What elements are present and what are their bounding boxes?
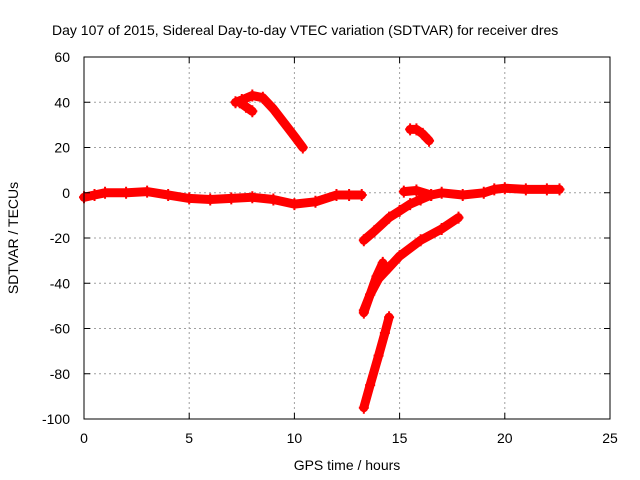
data-point <box>234 96 245 109</box>
data-point <box>453 211 464 224</box>
data-point <box>384 311 395 324</box>
y-tick-label: -20 <box>50 230 70 246</box>
x-tick-label: 10 <box>287 430 303 446</box>
y-tick-label: -60 <box>50 321 70 337</box>
data-point <box>247 191 258 204</box>
data-point <box>89 189 100 202</box>
chart-title: Day 107 of 2015, Sidereal Day-to-day VTE… <box>52 22 558 38</box>
x-tick-label: 0 <box>80 430 88 446</box>
y-tick-label: -40 <box>50 275 70 291</box>
data-point <box>358 306 369 319</box>
series-arc-5-mid-high <box>405 124 434 146</box>
y-tick-label: 20 <box>54 140 70 156</box>
data-point <box>457 189 468 202</box>
data-point <box>100 186 111 199</box>
data-point <box>331 189 342 202</box>
tick-labels-layer: 0 5 10 15 20 25 -100 -80 -60 -40 -20 0 20 40 60 <box>42 49 618 446</box>
series-arc-8-steep-short <box>359 258 388 318</box>
y-tick-label: -80 <box>50 366 70 382</box>
data-point <box>247 105 258 118</box>
data-point <box>344 189 355 202</box>
x-tick-label: 25 <box>602 430 618 446</box>
data-point <box>411 184 422 197</box>
data-point <box>384 261 395 274</box>
data-point <box>365 288 376 301</box>
data-point <box>411 123 422 136</box>
grid-layer <box>84 57 610 419</box>
data-point <box>499 182 510 195</box>
data-point <box>371 270 382 283</box>
data-point <box>424 134 435 147</box>
y-tick-label: 0 <box>62 185 70 201</box>
data-point <box>163 189 174 202</box>
data-point <box>142 185 153 198</box>
data-point <box>356 189 367 202</box>
data-point <box>358 234 369 247</box>
x-tick-label: 5 <box>185 430 193 446</box>
data-point <box>373 349 384 362</box>
data-point <box>554 183 565 196</box>
data-point <box>358 401 369 414</box>
series-arc-1-baseline <box>79 187 367 209</box>
data-point <box>415 234 426 247</box>
data-point <box>121 186 132 199</box>
x-tick-label: 20 <box>497 430 513 446</box>
data-point <box>184 192 195 205</box>
data-point <box>377 256 388 269</box>
data-point <box>268 103 279 116</box>
data-point <box>268 193 279 206</box>
data-point <box>278 116 289 129</box>
data-point <box>365 379 376 392</box>
data-point <box>226 192 237 205</box>
data-point <box>541 183 552 196</box>
y-tick-label: 60 <box>54 49 70 65</box>
y-tick-label: 40 <box>54 94 70 110</box>
data-point <box>398 185 409 198</box>
series-layer <box>79 89 565 414</box>
data-point <box>436 186 447 199</box>
data-point <box>415 193 426 206</box>
data-point <box>489 183 500 196</box>
data-point <box>379 327 390 340</box>
data-point <box>289 130 300 143</box>
plot-frame <box>83 56 611 420</box>
data-point <box>297 141 308 154</box>
data-point <box>310 195 321 208</box>
data-point <box>436 222 447 235</box>
y-axis-label: SDTVAR / TECUs <box>5 182 21 294</box>
data-point <box>394 204 405 217</box>
data-point <box>394 250 405 263</box>
data-point <box>241 100 252 113</box>
data-point <box>247 89 258 102</box>
data-point <box>289 198 300 211</box>
data-point <box>369 225 380 238</box>
x-tick-label: 15 <box>392 430 408 446</box>
y-tick-label: -100 <box>42 411 70 427</box>
data-point <box>426 189 437 202</box>
data-point <box>478 186 489 199</box>
ticks-layer <box>83 56 611 420</box>
data-point <box>520 183 531 196</box>
data-point <box>384 211 395 224</box>
data-point <box>405 198 416 211</box>
data-point <box>257 91 268 104</box>
data-point <box>205 193 216 206</box>
x-axis-label: GPS time / hours <box>294 457 401 473</box>
data-point <box>417 127 428 140</box>
